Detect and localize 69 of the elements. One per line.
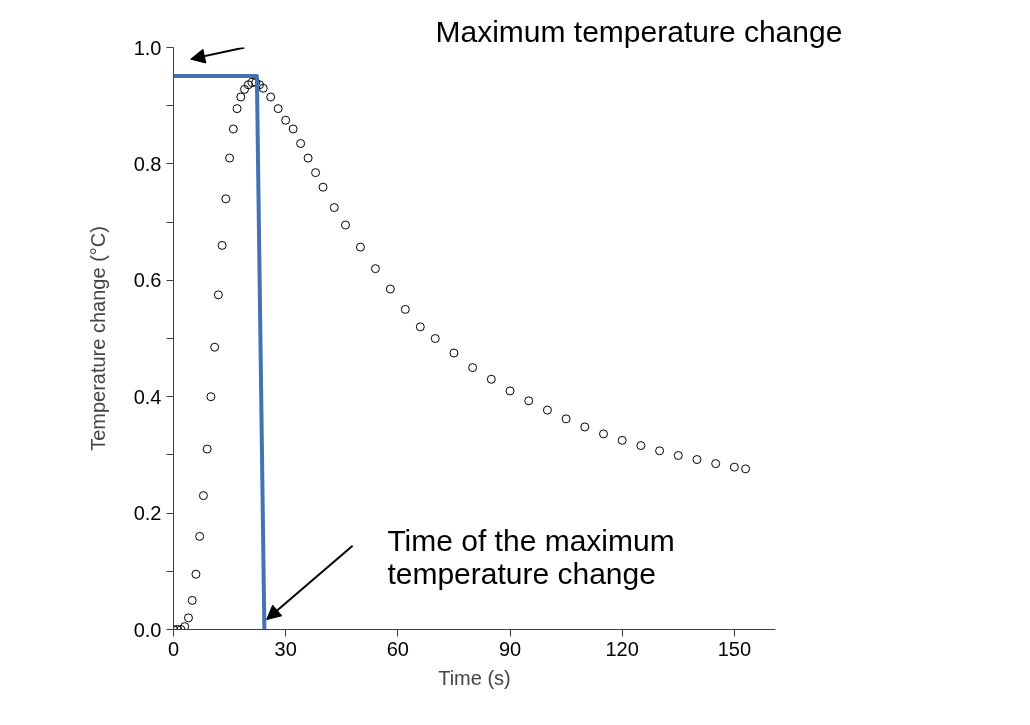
point: [341, 220, 350, 230]
point: [210, 342, 220, 352]
point: [311, 168, 321, 178]
point: [580, 422, 590, 432]
point: [636, 441, 646, 451]
y-tick-label: 1.0: [133, 36, 162, 59]
point: [228, 124, 238, 134]
point: [468, 363, 478, 373]
point: [318, 182, 328, 192]
point: [296, 139, 306, 149]
point: [202, 444, 212, 454]
point: [251, 77, 261, 87]
point: [191, 569, 201, 579]
point: [673, 450, 683, 460]
point: [729, 462, 739, 472]
point: [206, 392, 216, 402]
point: [524, 396, 534, 406]
point: [400, 304, 410, 314]
x-tick-label: 90: [498, 637, 522, 660]
x-tick-label: 0: [167, 637, 180, 660]
point: [370, 264, 380, 274]
x-axis-title: Time (s): [438, 666, 511, 689]
point: [236, 92, 246, 102]
point: [198, 491, 208, 501]
point: [217, 240, 227, 250]
point: [430, 334, 440, 343]
point: [240, 84, 250, 94]
point: [303, 153, 313, 163]
point: [561, 414, 571, 424]
point: [243, 80, 253, 90]
y-tick-label: 0.8: [133, 152, 162, 175]
point: [213, 290, 223, 300]
point: [288, 124, 298, 134]
point: [692, 455, 702, 465]
point: [232, 104, 242, 114]
point: [183, 613, 193, 623]
point: [187, 595, 197, 605]
point: [415, 322, 425, 332]
point: [225, 153, 235, 163]
x-tick-label: 30: [274, 637, 297, 660]
point: [180, 622, 190, 630]
point: [281, 115, 291, 125]
point: [385, 284, 395, 294]
point: [741, 464, 751, 474]
point: [655, 446, 665, 456]
point: [273, 104, 283, 114]
point: [221, 194, 231, 204]
point: [355, 242, 365, 252]
x-tick-label: 60: [386, 637, 409, 660]
point: [505, 386, 515, 396]
point: [599, 429, 608, 439]
x-tick-label: 120: [605, 637, 639, 660]
annotation: Time of the maximum temperature change: [387, 523, 675, 590]
point: [195, 531, 205, 541]
y-tick-label: 0.6: [133, 269, 162, 292]
point: [266, 92, 276, 102]
y-tick-label: 0.4: [133, 385, 162, 408]
point: [329, 203, 339, 213]
x-tick-label: 150: [717, 637, 752, 660]
y-tick-label: 0.0: [133, 618, 162, 641]
point: [449, 348, 459, 358]
point: [258, 83, 268, 93]
y-tick-label: 0.2: [133, 502, 162, 525]
point: [486, 374, 496, 384]
y-axis-title: Temperature change (°C): [86, 226, 109, 451]
point: [617, 435, 627, 445]
point: [711, 459, 721, 469]
annotation: Maximum temperature change: [435, 14, 843, 48]
point: [542, 405, 552, 415]
